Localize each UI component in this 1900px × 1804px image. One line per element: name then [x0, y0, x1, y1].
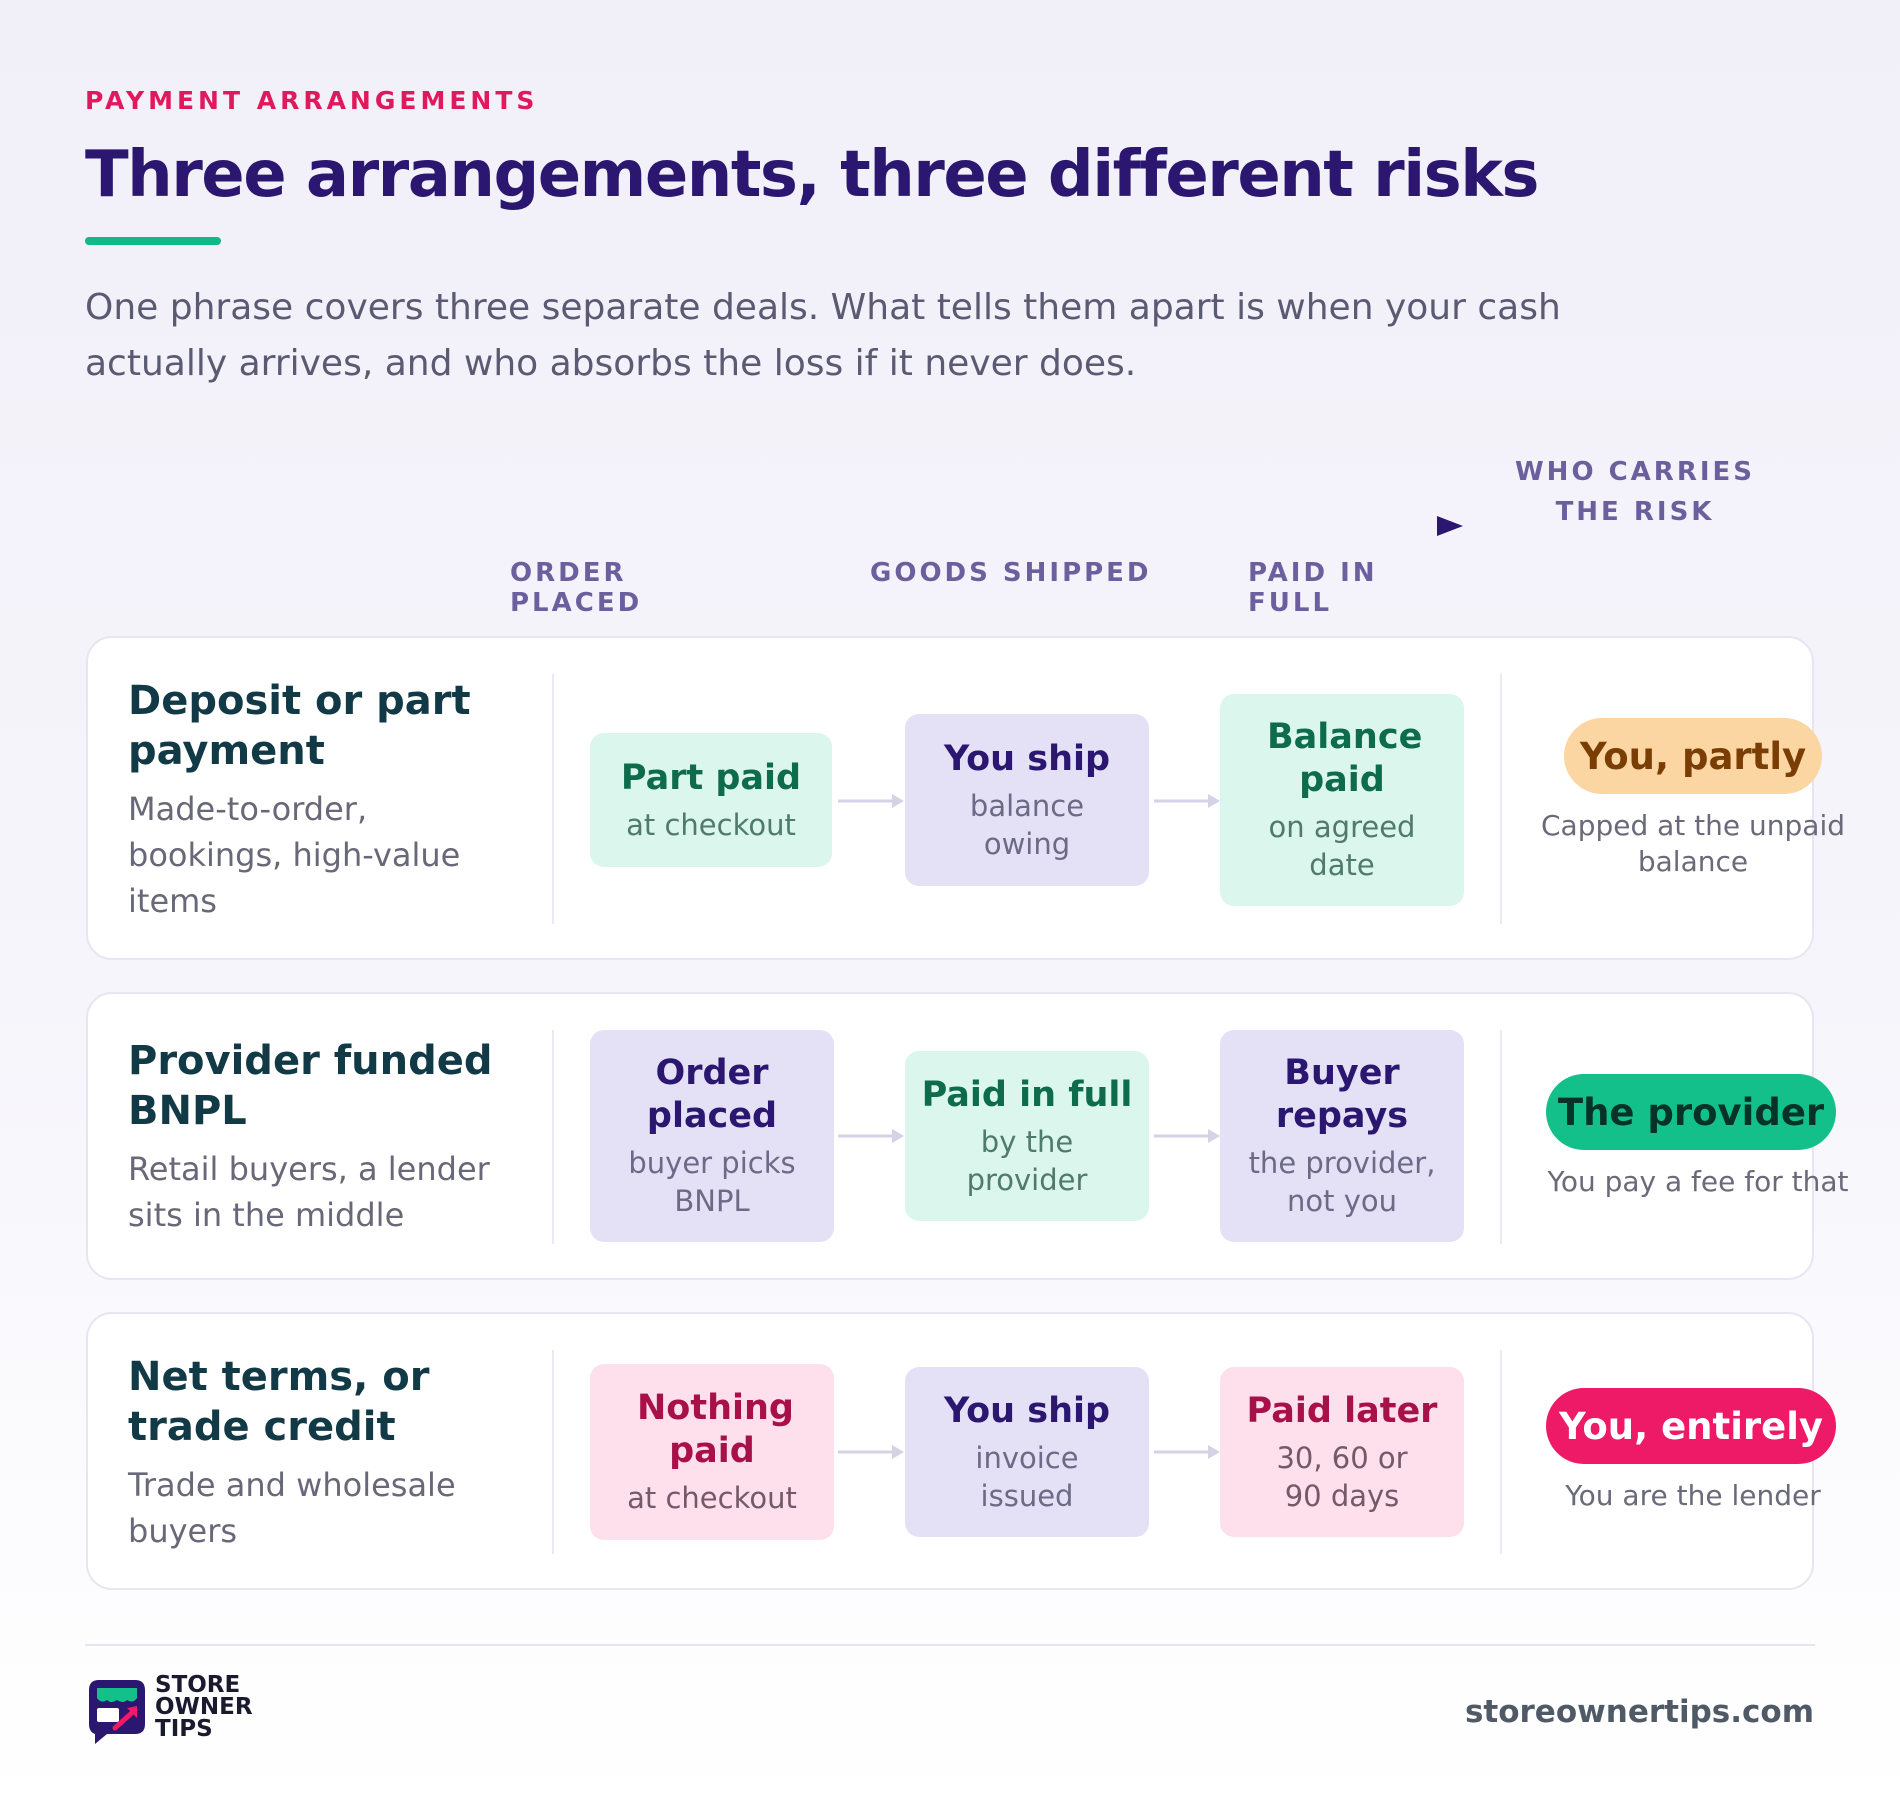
arrangement-subtitle: Made-to-order, bookings, high-value item…: [128, 790, 461, 920]
step-paid-later: Paid later 30, 60 or 90 days: [1220, 1367, 1464, 1537]
step-title: Paid later: [1246, 1390, 1438, 1431]
stage-label-order-placed: ORDER PLACED: [510, 558, 643, 618]
eyebrow-label: PAYMENT ARRANGEMENTS: [85, 86, 539, 115]
arrangement-title: Net terms, or trade credit: [128, 1354, 430, 1450]
column-divider: [1500, 674, 1502, 924]
arrangement-subtitle: Trade and wholesale buyers: [128, 1466, 456, 1550]
risk-note: You pay a fee for that: [1547, 1165, 1849, 1198]
logo-wordmark: STORE OWNER TIPS: [155, 1672, 253, 1742]
step-subtitle: the provider, not you: [1248, 1146, 1436, 1218]
step-subtitle: on agreed date: [1268, 810, 1416, 882]
step-subtitle: at checkout: [627, 1481, 797, 1515]
risk-note: You are the lender: [1565, 1479, 1821, 1512]
column-divider: [1500, 1350, 1502, 1554]
step-subtitle: by the provider: [966, 1124, 1088, 1197]
stage-label-goods-shipped: GOODS SHIPPED: [870, 558, 1152, 588]
step-subtitle: at checkout: [626, 807, 796, 842]
timeline-arrow: [509, 516, 1463, 536]
risk-badge: The provider: [1546, 1074, 1836, 1150]
step-title: Order placed: [646, 1053, 778, 1136]
step-balance-paid: Balance paid on agreed date: [1220, 694, 1464, 906]
logo-line: STORE: [155, 1672, 241, 1698]
step-title: Buyer repays: [1275, 1053, 1409, 1136]
step-subtitle: buyer picks BNPL: [628, 1146, 796, 1218]
step-title: Balance paid: [1267, 717, 1423, 800]
step-title: Nothing paid: [637, 1388, 794, 1471]
step-buyer-repays: Buyer repays the provider, not you: [1220, 1030, 1464, 1242]
step-connector-arrow: [838, 794, 904, 808]
website-link[interactable]: storeownertips.com: [1464, 1694, 1814, 1730]
risk-note: Capped at the unpaid balance: [1540, 809, 1846, 878]
arrangement-subtitle: Retail buyers, a lender sits in the midd…: [128, 1150, 490, 1234]
step-title: Paid in full: [921, 1074, 1133, 1115]
arrangement-card-deposit: Deposit or part payment Made-to-order, b…: [86, 636, 1845, 960]
title-accent-bar: [85, 237, 221, 245]
logo-line: TIPS: [155, 1716, 213, 1742]
risk-badge: You, entirely: [1546, 1388, 1836, 1464]
store-owner-tips-logo-icon: [89, 1680, 145, 1744]
step-connector-arrow: [1154, 1445, 1220, 1459]
step-part-paid: Part paid at checkout: [590, 733, 832, 867]
risk-badge: You, partly: [1564, 718, 1822, 794]
step-nothing-paid: Nothing paid at checkout: [590, 1364, 834, 1540]
footer-divider: [85, 1644, 1815, 1646]
logo-line: OWNER: [155, 1694, 253, 1720]
step-title: You ship: [943, 1390, 1111, 1431]
column-divider: [552, 674, 554, 924]
step-title: You ship: [943, 738, 1111, 779]
step-you-ship: You ship invoice issued: [905, 1367, 1149, 1537]
column-divider: [552, 1350, 554, 1554]
step-order-placed: Order placed buyer picks BNPL: [590, 1030, 834, 1242]
page-title: Three arrangements, three different risk…: [85, 138, 1539, 212]
step-connector-arrow: [838, 1129, 904, 1143]
risk-column-heading: WHO CARRIES THE RISK: [1515, 457, 1755, 527]
step-connector-arrow: [1154, 1129, 1220, 1143]
step-paid-in-full: Paid in full by the provider: [905, 1051, 1149, 1221]
column-divider: [1500, 1030, 1502, 1244]
arrangement-title: Deposit or part payment: [128, 678, 471, 774]
step-connector-arrow: [838, 1445, 904, 1459]
step-subtitle: 30, 60 or 90 days: [1276, 1440, 1408, 1513]
step-subtitle: invoice issued: [975, 1440, 1079, 1513]
step-title: Part paid: [620, 757, 802, 798]
arrangement-title: Provider funded BNPL: [128, 1038, 493, 1134]
step-connector-arrow: [1154, 794, 1220, 808]
column-divider: [552, 1030, 554, 1244]
step-subtitle: balance owing: [969, 788, 1085, 861]
step-you-ship: You ship balance owing: [905, 714, 1149, 886]
stage-label-paid-in-full: PAID IN FULL: [1248, 558, 1378, 618]
arrangement-card-bnpl: Provider funded BNPL Retail buyers, a le…: [86, 992, 1849, 1280]
arrangement-card-net-terms: Net terms, or trade credit Trade and who…: [86, 1312, 1836, 1590]
intro-paragraph: One phrase covers three separate deals. …: [85, 287, 1561, 384]
